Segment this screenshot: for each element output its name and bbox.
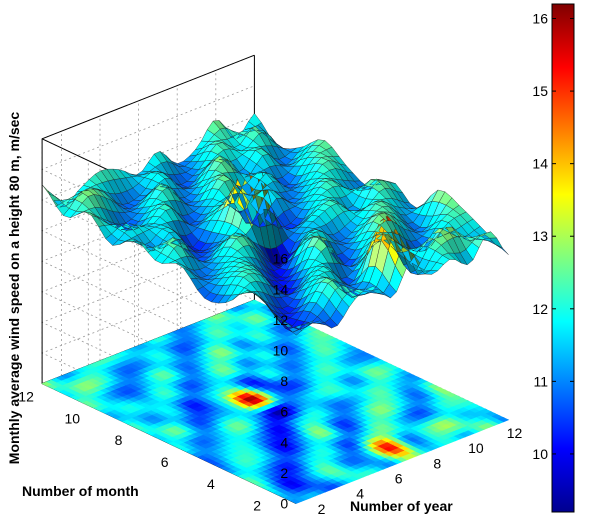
x-axis-ticks: 2 4 6 8 10 12 (318, 425, 523, 517)
surface-cell (495, 244, 509, 255)
z-tick-label: 12 (273, 312, 289, 328)
y-tick-label: 10 (65, 410, 81, 426)
colorbar-ticks: 10 11 12 13 14 15 16 (532, 11, 574, 462)
y-axis-label: Number of month (22, 483, 139, 499)
z-tick-label: 8 (280, 373, 288, 389)
y-axis-ticks: 2 4 6 8 10 12 (18, 389, 261, 514)
y-tick-label: 8 (115, 432, 123, 448)
z-tick-label: 6 (280, 404, 288, 420)
z-axis-label: Monthly average wind speed on a height 8… (6, 112, 22, 465)
colorbar-tick-label: 16 (532, 11, 548, 27)
z-tick-label: 2 (280, 465, 288, 481)
contour-plane (41, 299, 510, 504)
x-tick-label: 4 (356, 486, 364, 502)
plane-cell (497, 416, 510, 423)
colorbar-tick-label: 12 (532, 301, 548, 317)
colorbar-tick-label: 14 (532, 156, 548, 172)
x-tick-label: 12 (507, 425, 523, 441)
colorbar-tick-label: 10 (532, 446, 548, 462)
colorbar-tick-label: 13 (532, 228, 548, 244)
y-tick-label: 12 (18, 389, 34, 405)
colorbar: 10 11 12 13 14 15 16 (532, 3, 575, 513)
colorbar-gradient (551, 3, 575, 513)
z-tick-label: 16 (273, 251, 289, 267)
x-tick-label: 10 (468, 440, 484, 456)
axis-edge (41, 54, 255, 140)
surface-cell (489, 237, 504, 249)
z-tick-label: 0 (280, 496, 288, 512)
z-axis-ticks: 0 2 4 6 8 10 12 14 16 (273, 251, 289, 512)
x-tick-label: 8 (433, 455, 441, 471)
x-axis-label: Number of year (350, 498, 453, 514)
z-tick-label: 14 (273, 281, 289, 297)
y-tick-label: 2 (253, 498, 261, 514)
colorbar-tick-label: 15 (532, 83, 548, 99)
surface-cell (41, 184, 56, 197)
z-tick-label: 10 (273, 343, 289, 359)
surface-mesh (41, 113, 509, 336)
colorbar-tick-label: 11 (533, 373, 548, 389)
z-tick-label: 4 (280, 434, 288, 450)
x-tick-label: 6 (395, 471, 403, 487)
y-tick-label: 6 (161, 454, 169, 470)
x-tick-label: 2 (318, 501, 326, 517)
y-tick-label: 4 (207, 476, 215, 492)
